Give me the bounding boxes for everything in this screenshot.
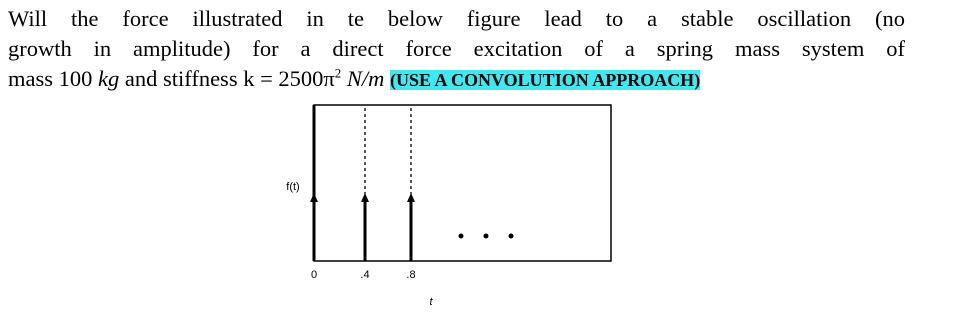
- tick-label: .8: [406, 269, 415, 281]
- tick-label: .4: [360, 269, 369, 281]
- dot: [458, 233, 464, 239]
- x-label: t: [429, 296, 433, 308]
- y-label: f(t): [286, 181, 299, 193]
- dot: [483, 233, 489, 239]
- question-line: Will the force illustrated in te below f…: [8, 6, 905, 31]
- highlight: (USE A CONVOLUTION APPROACH): [390, 70, 701, 90]
- arrow-head: [407, 193, 415, 202]
- unit: kg: [98, 66, 120, 91]
- text: and stiffness k = 2500π: [124, 66, 335, 91]
- question-line: mass 100 kg and stiffness k = 2500π2 N/m…: [8, 65, 905, 94]
- arrow-head: [310, 193, 318, 202]
- unit: N/m: [346, 66, 385, 91]
- text: mass 100: [8, 66, 93, 91]
- dot: [508, 233, 514, 239]
- question-line: growth in amplitude) for a direct force …: [8, 36, 905, 61]
- exponent: 2: [334, 65, 342, 81]
- tick-label: 0: [311, 269, 317, 281]
- arrow-head: [361, 193, 369, 202]
